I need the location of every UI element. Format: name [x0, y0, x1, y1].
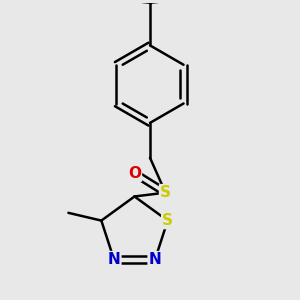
Text: N: N [148, 252, 161, 267]
Text: S: S [160, 185, 171, 200]
Text: N: N [108, 252, 120, 267]
Text: S: S [162, 213, 173, 228]
Text: O: O [128, 166, 141, 181]
